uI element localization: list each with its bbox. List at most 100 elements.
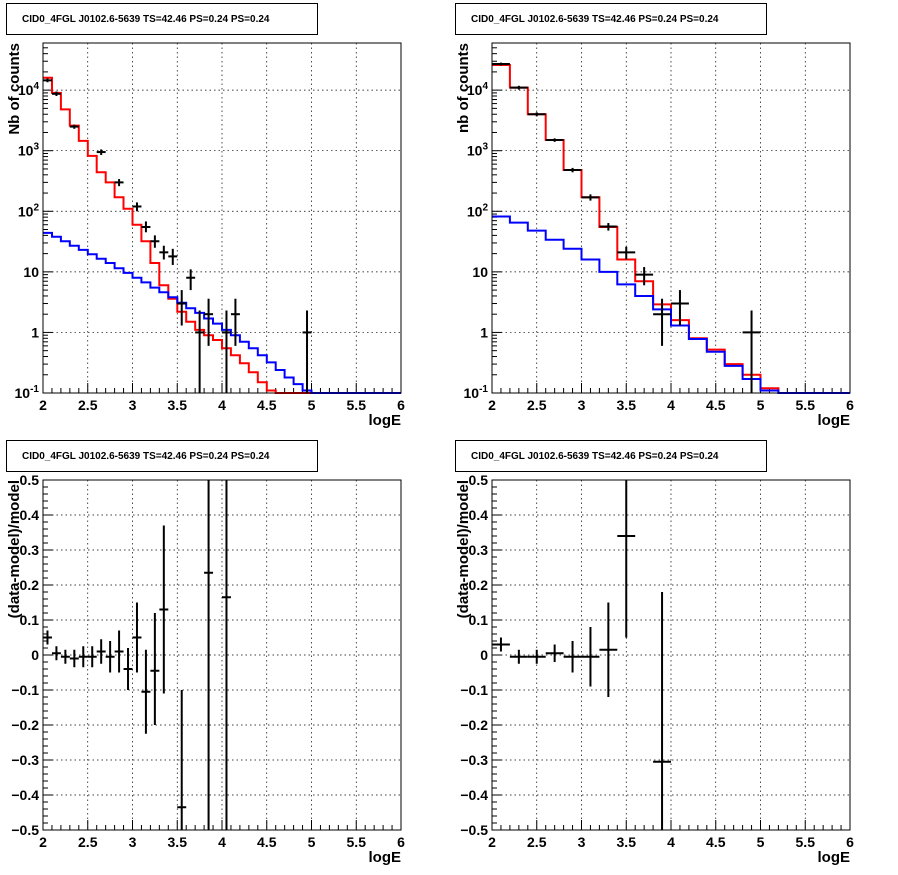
x-tick-label: 4.5 [706,397,726,413]
data-point [635,267,654,286]
x-tick-label: 4 [218,834,226,850]
data-point [492,62,510,66]
data-point [87,646,97,668]
plot-title-2: CID0_4FGL J0102.6-5639 TS=42.46 PS=0.24 … [455,3,767,35]
data-point [222,480,231,830]
x-tick-label: 4 [667,397,675,413]
data-point [545,644,564,662]
y-tick-label: 104 [467,81,489,98]
y-tick-label: 1 [31,324,39,340]
plot-panel-2: 2 2.5 3 3.5 4 4.5 5 5.5 6 10-1 1 10 102 103 104 logE nb … [455,42,854,429]
data-point [78,646,88,668]
data-point [563,167,582,173]
data-point [671,290,689,326]
data-point [653,592,671,830]
data-point [168,248,178,265]
plot-frame [491,42,851,394]
y-tick-label: 0 [31,647,39,663]
x-tick-label: 3.5 [617,834,637,850]
plot-panel-4: 2 2.5 3 3.5 4 4.5 5 5.5 6 −0.5 −0.4 −0.3 −0.2 −0.1 0 0.… [455,472,854,866]
x-tick-label: 5.5 [347,397,367,413]
x-tick-label: 5.5 [796,397,816,413]
y-tick-label: 10-1 [464,384,489,401]
data-point [617,246,636,260]
x-tick-label: 5 [757,397,765,413]
data-point [51,91,61,97]
plot-title-1: CID0_4FGL J0102.6-5639 TS=42.46 PS=0.24 … [6,3,318,35]
y-tick-label: 1 [480,324,488,340]
data-point [563,641,582,673]
x-tick-label: 3 [578,834,586,850]
y-tick-label: −0.5 [460,822,488,838]
y-tick-label: −0.3 [460,752,488,768]
x-tick-label: 3 [578,397,586,413]
data-point [177,290,187,326]
data-point [599,223,618,231]
plot-title-4: CID0_4FGL J0102.6-5639 TS=42.46 PS=0.24 … [455,440,767,472]
series-line-blue [43,231,401,394]
plot-frame [42,42,402,394]
x-tick-label: 2 [39,397,47,413]
y-tick-label: 10 [472,264,488,280]
y-tick-label: 102 [467,202,489,219]
plot-panel-3: 2 2.5 3 3.5 4 4.5 5 5.5 6 −0.5 −0.4 −0.3 −0.2 −0.1 0 0.… [6,472,405,866]
data-point [159,525,169,694]
x-tick-label: 6 [397,834,405,850]
series-line-blue [492,215,850,394]
y-tick-label: 0.2 [20,577,40,593]
y-tick-label: 0.4 [20,507,40,523]
x-axis-title: logE [818,412,851,429]
x-tick-label: 2 [39,834,47,850]
y-tick-label: 104 [18,81,40,98]
y-tick-label: 0.3 [20,542,40,558]
x-tick-label: 2.5 [527,834,547,850]
x-axis-title: logE [818,849,851,866]
data-point [114,179,124,187]
y-tick-label: 0 [480,647,488,663]
y-tick-label: 0.3 [469,542,489,558]
data-point [141,649,151,734]
y-axis-title: Nb of counts [6,43,23,135]
y-tick-label: −0.4 [460,787,488,803]
data-point [545,138,564,142]
x-tick-label: 2.5 [527,397,547,413]
x-tick-label: 3 [129,397,137,413]
data-point [159,245,169,260]
data-point [43,630,52,645]
plot-title-3: CID0_4FGL J0102.6-5639 TS=42.46 PS=0.24 … [6,440,318,472]
x-tick-label: 5 [308,397,316,413]
data-point [51,646,61,661]
x-tick-label: 4.5 [706,834,726,850]
data-point [509,85,528,90]
x-tick-label: 5 [757,834,765,850]
y-tick-label: −0.2 [460,717,488,733]
data-point [204,298,214,346]
x-tick-label: 6 [397,397,405,413]
y-tick-label: 10 [23,264,39,280]
data-point [123,648,133,690]
data-point [141,221,151,233]
x-axis-title: logE [369,412,402,429]
y-tick-label: −0.5 [11,822,39,838]
x-axis-title: logE [369,849,402,866]
plot-panel-1: 2 2.5 3 3.5 4 4.5 5 5.5 6 10-1 1 10 102 103 104 logE Nb … [6,42,405,429]
x-tick-label: 2 [488,834,496,850]
y-tick-label: 0.1 [20,612,40,628]
data-point [69,124,79,129]
data-point [43,78,52,83]
y-tick-label: −0.1 [11,682,39,698]
x-tick-label: 2.5 [78,834,98,850]
data-point [60,649,70,664]
x-tick-label: 4.5 [257,397,277,413]
data-point [177,690,187,830]
x-tick-label: 3.5 [617,397,637,413]
x-tick-label: 3.5 [168,397,188,413]
data-point [599,602,618,697]
data-point [492,637,510,652]
y-tick-label: 0.5 [469,472,489,488]
data-point [105,641,115,673]
data-point [69,649,79,668]
y-tick-label: −0.4 [11,787,39,803]
data-point [617,480,636,638]
x-tick-label: 2.5 [78,397,98,413]
